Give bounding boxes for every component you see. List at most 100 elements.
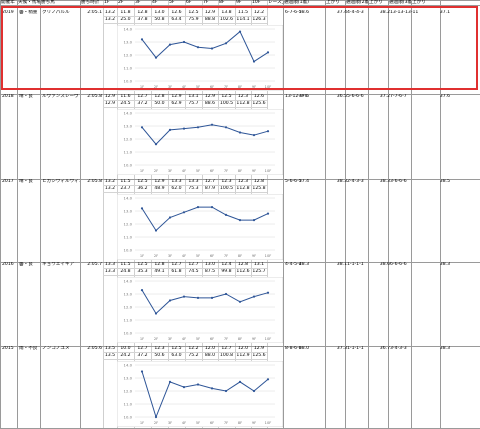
cumulative-time-cell: 13.3 [104, 269, 116, 274]
lap-point [266, 378, 270, 381]
cumulative-time-cell: 24.2 [120, 353, 131, 358]
lap-chart-svg: 14.0 13.0 12.0 11.0 10.0 1F 2F 3F 4F 5F 6F 7F 8F 9F 10… [117, 277, 283, 343]
lap-point [196, 206, 200, 209]
y-tick-label: 10.0 [124, 331, 133, 336]
lap-point [182, 40, 186, 44]
cum-row-divider [103, 359, 267, 360]
lap-row-divider [103, 16, 267, 17]
cum-row-divider [103, 275, 267, 276]
time-cell: 2:05.8 [87, 179, 102, 184]
x-tick-label: 10F [265, 85, 272, 89]
column-divider [345, 0, 346, 428]
selected-record-highlight [1, 6, 478, 90]
lap-chart-svg: 14.0 13.0 12.0 11.0 10.0 1F 2F 3F 4F 5F 6F 7F 8F 9F 10… [117, 25, 283, 91]
y-tick-label: 14.0 [124, 279, 133, 284]
y-tick-label: 13.0 [124, 124, 133, 129]
x-tick-label: 4F [182, 85, 186, 89]
x-tick-label: 4F [182, 254, 186, 258]
x-tick-label: 6F [210, 169, 214, 173]
lap-point [266, 130, 270, 133]
cumulative-time-cell: 88.6 [204, 101, 216, 106]
x-tick-label: 2F [154, 85, 158, 89]
passing-order-3rd: 3-6-6-6 [390, 179, 407, 184]
winner-cell: ルヴァンスレーヴ [42, 94, 79, 99]
lap-time-cell: 12.0 [237, 346, 249, 351]
cumulative-time-cell: 100.5 [219, 101, 234, 106]
race-last-cell: 38.6 [298, 10, 309, 15]
lap-time-cell: 11.5 [120, 179, 131, 184]
x-tick-label: 2F [154, 169, 158, 173]
row-divider [0, 0, 480, 1]
race-last-cell: 38.3 [298, 262, 309, 267]
x-tick-label: 8F [238, 421, 242, 425]
lap-point [210, 47, 214, 50]
row-divider [0, 262, 480, 263]
x-tick-label: 1F [140, 421, 144, 425]
last-3f-2nd: 37.2 [379, 94, 390, 99]
lap-series-line [141, 289, 269, 315]
column-header: 7F [203, 0, 209, 5]
y-tick-label: 10.0 [124, 248, 133, 253]
y-tick-label: 10.0 [124, 415, 133, 420]
lap-time-cell: 12.9 [204, 94, 216, 99]
cumulative-time-cell: 99.8 [221, 269, 232, 274]
y-tick-label: 14.0 [124, 111, 133, 116]
last-3f-2nd: 38.2 [379, 10, 390, 15]
lap-point [252, 60, 256, 63]
lap-point [154, 415, 158, 419]
cumulative-time-cell: 125.6 [252, 353, 266, 358]
column-header: 6F [186, 0, 192, 5]
column-header: 通過順(3着) [389, 0, 411, 5]
lap-point [252, 219, 256, 222]
column-header: 天候・馬場 [18, 0, 40, 5]
cumulative-time-cell: 13.2 [104, 17, 116, 22]
x-tick-label: 4F [182, 337, 186, 341]
lap-time-cell: 12.7 [137, 346, 148, 351]
x-tick-label: 1F [140, 254, 144, 258]
cum-row-divider [103, 192, 267, 193]
x-tick-label: 9F [252, 254, 256, 258]
y-tick-label: 11.0 [124, 66, 133, 71]
passing-order-1st: 5-6-6-5 [285, 179, 302, 184]
cum-row-divider [103, 107, 267, 108]
passing-order-1st: 6-7-6-5 [285, 10, 302, 15]
lap-time-cell: 12.8 [154, 94, 165, 99]
column-divider [80, 0, 81, 428]
lap-point [182, 386, 186, 389]
y-tick-label: 13.0 [124, 209, 133, 214]
last-3f-2nd: 38.6 [379, 262, 390, 267]
x-tick-label: 7F [224, 254, 228, 258]
year-cell: 2018 [2, 94, 14, 99]
lap-time-cell: 12.8 [137, 10, 148, 15]
cumulative-time-cell: 35.3 [137, 269, 148, 274]
lap-time-cell: 11.5 [237, 10, 249, 15]
lap-point [238, 300, 242, 303]
passing-order-2nd: 1-1-1-1 [347, 262, 364, 267]
column-header: 上がり [326, 0, 340, 5]
y-tick-label: 13.0 [124, 292, 133, 297]
lap-point [196, 383, 200, 386]
passing-order-2nd: 5-6-6-6 [347, 94, 364, 99]
cumulative-time-cell: 62.0 [171, 186, 182, 191]
cumulative-time-cell: 49.1 [154, 269, 165, 274]
cumulative-time-cell: 13.5 [104, 353, 116, 358]
lap-point [266, 291, 270, 294]
condition-cell: 雨・不良 [19, 346, 38, 351]
lap-time-cell: 12.7 [204, 179, 216, 184]
lap-row-divider [103, 185, 267, 186]
lap-point [224, 126, 228, 129]
y-tick-label: 13.0 [124, 376, 133, 381]
last-3f-3rd: 37.1 [439, 10, 450, 15]
cumulative-time-cell: 75.2 [188, 353, 199, 358]
cumulative-time-cell: 63.4 [171, 17, 182, 22]
lap-time-cell: 11.8 [120, 10, 131, 15]
x-tick-label: 3F [168, 337, 172, 341]
lap-time-cell: 12.7 [221, 346, 232, 351]
lap-point [196, 296, 200, 299]
x-tick-label: 5F [196, 85, 200, 89]
x-tick-label: 4F [182, 421, 186, 425]
x-tick-label: 2F [154, 337, 158, 341]
lap-time-cell: 12.7 [188, 262, 199, 267]
cumulative-time-cell: 75.9 [188, 17, 199, 22]
cumulative-time-cell: 126.3 [252, 17, 266, 22]
